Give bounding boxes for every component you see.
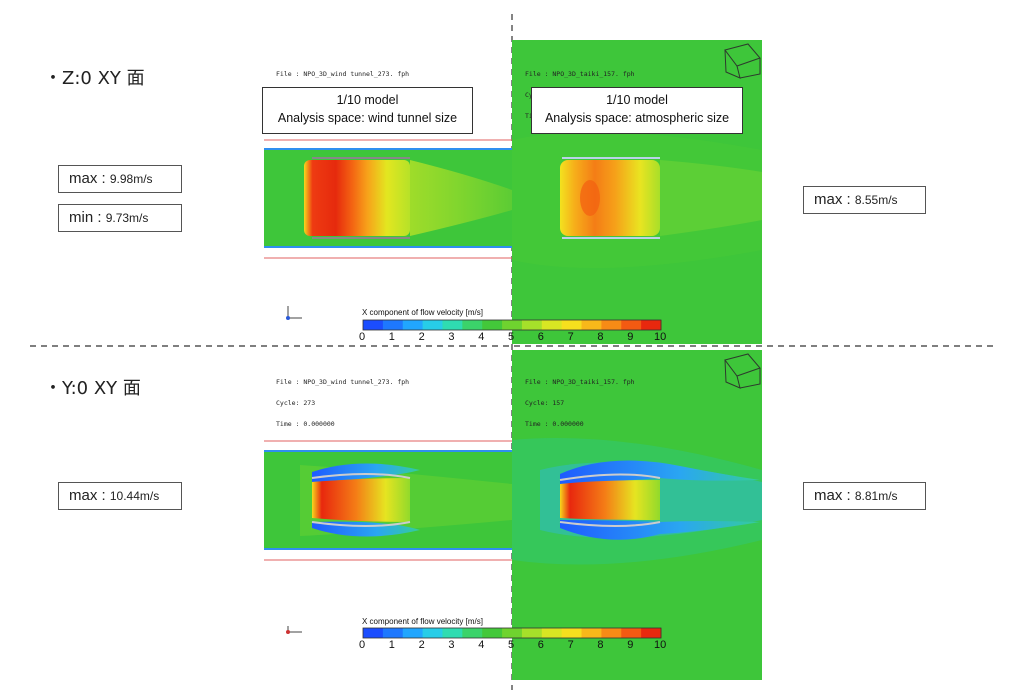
colorbar-tick-label: 1 — [388, 639, 395, 651]
colorbar-swatch — [382, 628, 404, 638]
colorbar-tick-label: 7 — [567, 331, 574, 343]
wind-tunnel-model-box: 1/10 model Analysis space: wind tunnel s… — [262, 87, 473, 134]
colorbar-swatch — [601, 628, 622, 638]
colorbar-tick-label: 6 — [537, 639, 544, 651]
atmospheric-header-bottom: File : NPO_3D_taiki_157. fph Cycle: 157 … — [525, 378, 635, 428]
section-label-top: ・Z:0 XY 面 — [44, 68, 145, 89]
top-right-max-box: max : 8.55m/s — [803, 186, 926, 214]
colorbar-tick-label: 1 — [388, 331, 395, 343]
atmospheric-model-box: 1/10 model Analysis space: atmospheric s… — [531, 87, 743, 134]
colorbar-tick-label: 4 — [478, 639, 485, 651]
top-min-box: min : 9.73m/s — [58, 204, 182, 232]
colorbar-tick-label: 7 — [567, 639, 574, 651]
colorbar-tick-label: 8 — [597, 331, 604, 343]
colorbar-swatch — [502, 320, 523, 330]
colorbar-swatch — [541, 628, 563, 638]
colorbar-tick-label: 10 — [654, 331, 667, 343]
colorbar-swatch — [641, 320, 662, 330]
colorbar-tick-label: 9 — [627, 639, 634, 651]
colorbar-swatch — [561, 320, 583, 330]
colorbar-swatch — [382, 320, 404, 330]
top-max-box: max : 9.98m/s — [58, 165, 182, 193]
colorbar-tick-label: 5 — [508, 639, 515, 651]
section-label-bottom: ・Y:0 XY 面 — [44, 378, 141, 399]
colorbar-swatch — [641, 628, 662, 638]
colorbar-swatch — [581, 628, 602, 638]
colorbar-tick-label: 0 — [359, 331, 366, 343]
colorbar-swatch — [502, 628, 523, 638]
bottom-right-max-box: max : 8.81m/s — [803, 482, 926, 510]
colorbar-swatch — [442, 628, 463, 638]
colorbar-tick-label: 2 — [418, 331, 425, 343]
colorbar-tick-label: 3 — [448, 331, 455, 343]
colorbar-swatch — [422, 320, 443, 330]
bottom-max-box: max : 10.44m/s — [58, 482, 182, 510]
colorbar-swatch — [482, 628, 503, 638]
colorbar-swatch — [462, 628, 483, 638]
wind-tunnel-header-bottom: File : NPO_3D_wind tunnel_273. fph Cycle… — [276, 378, 410, 428]
colorbar-swatch — [402, 628, 424, 638]
colorbar-frame — [362, 627, 662, 639]
colorbar-swatch — [363, 320, 384, 330]
colorbar-swatch — [621, 628, 642, 638]
colorbar-frame — [362, 319, 662, 331]
colorbar-tick-label: 3 — [448, 639, 455, 651]
colorbar-swatch — [581, 320, 602, 330]
colorbar-swatch — [621, 320, 642, 330]
colorbar-swatch — [521, 320, 543, 330]
colorbar-swatch — [442, 320, 463, 330]
colorbar-tick-label: 8 — [597, 639, 604, 651]
colorbar-swatch — [363, 628, 384, 638]
colorbar-swatch — [482, 320, 503, 330]
colorbar-swatch — [402, 320, 424, 330]
colorbar-title-top: X component of flow velocity [m/s] — [362, 308, 483, 317]
colorbar-swatch — [422, 628, 443, 638]
colorbar-swatch — [561, 628, 583, 638]
colorbar-tick-label: 4 — [478, 331, 485, 343]
colorbar-swatch — [521, 628, 543, 638]
colorbar-tick-label: 9 — [627, 331, 634, 343]
colorbar-swatch — [601, 320, 622, 330]
colorbar-title-bottom: X component of flow velocity [m/s] — [362, 617, 483, 626]
colorbar-swatch — [541, 320, 563, 330]
colorbar-swatch — [462, 320, 483, 330]
colorbar-tick-label: 2 — [418, 639, 425, 651]
colorbar-tick-label: 0 — [359, 639, 366, 651]
colorbar-tick-label: 10 — [654, 639, 667, 651]
colorbar-tick-label: 5 — [508, 331, 515, 343]
colorbar-tick-label: 6 — [537, 331, 544, 343]
